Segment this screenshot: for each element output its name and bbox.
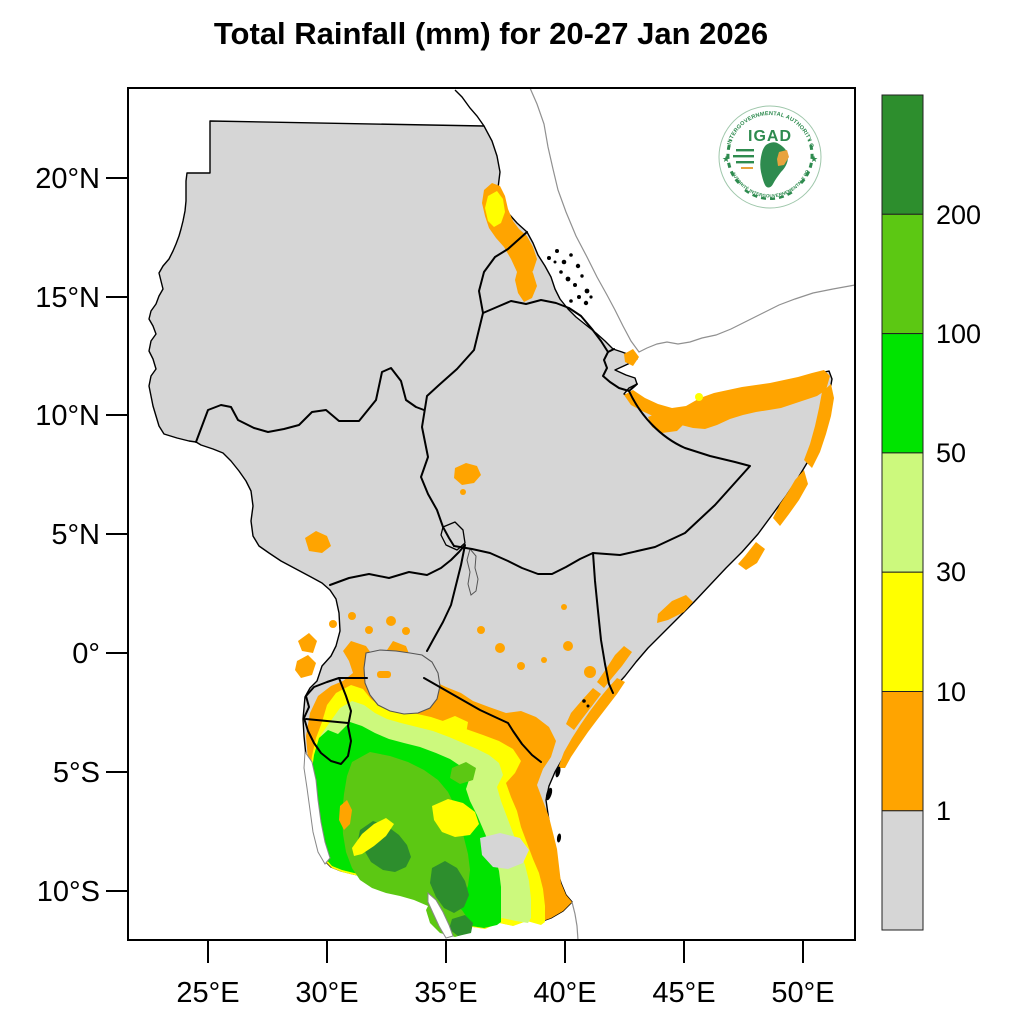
border-southsudan-uganda-kenya <box>329 544 466 652</box>
border-ilemi-triangle <box>440 521 466 551</box>
logo-laurel-wreath <box>726 139 814 200</box>
logo-africa-map <box>733 142 789 188</box>
border-rwanda-burundi <box>303 677 352 765</box>
lon-tick-labels: 25°E 30°E 35°E 40°E 45°E 50°E <box>176 977 834 1009</box>
colorbar-segment-over200 <box>881 94 924 215</box>
egypt-coastline <box>454 89 485 127</box>
lat-label: 5°S <box>53 757 100 789</box>
border-sudan-eritrea-ethiopia <box>420 231 528 547</box>
lon-label: 50°E <box>771 977 834 1009</box>
logo-org-name: IGAD <box>748 128 792 145</box>
map-frame: 20°N 15°N 10°N 5°N 0° 5°S 10°S 25°E 30°E… <box>35 87 856 1009</box>
country-borders <box>195 231 751 765</box>
border-sudan-southsudan <box>195 367 425 443</box>
colorbar: 200 100 50 30 10 1 <box>881 94 981 931</box>
foreign-coastlines <box>529 87 856 941</box>
colorbar-segment-under1 <box>881 810 924 931</box>
star-icon: ★ <box>810 154 818 164</box>
colorbar-segment-10-30 <box>881 571 924 693</box>
colorbar-label-1: 1 <box>936 796 951 826</box>
figure-title: Total Rainfall (mm) for 20-27 Jan 2026 <box>213 16 769 51</box>
lakes <box>303 547 479 939</box>
pemba-island <box>555 766 561 778</box>
lat-ticks <box>106 177 128 892</box>
colorbar-segment-1-10 <box>881 691 924 812</box>
lat-label: 15°N <box>35 282 100 314</box>
lon-label: 45°E <box>652 977 715 1009</box>
lon-label: 40°E <box>533 977 596 1009</box>
mafia-island <box>556 833 562 843</box>
border-djibouti <box>602 351 638 392</box>
colorbar-label-30: 30 <box>936 557 966 587</box>
lamu-speck <box>582 699 586 703</box>
lat-label: 10°S <box>37 876 100 908</box>
star-icon: ★ <box>722 154 730 164</box>
lat-label: 5°N <box>51 519 100 551</box>
lake-tanganyika <box>303 750 331 865</box>
lake-turkana <box>466 547 479 596</box>
lake-victoria <box>363 649 441 715</box>
lake-malawi <box>427 891 454 939</box>
colorbar-segment-50-100 <box>881 333 924 454</box>
colorbar-label-10: 10 <box>936 677 966 707</box>
islands <box>545 249 593 843</box>
lon-label: 30°E <box>295 977 358 1009</box>
colorbar-label-200: 200 <box>936 200 981 230</box>
zanzibar-island <box>545 787 553 801</box>
arabian-peninsula-coastline <box>529 87 856 353</box>
colorbar-label-50: 50 <box>936 438 966 468</box>
lake-victoria-rain-dash <box>377 671 391 678</box>
lat-tick-labels: 20°N 15°N 10°N 5°N 0° 5°S 10°S <box>35 163 100 908</box>
border-ethiopia-kenya <box>453 545 594 575</box>
colorbar-label-100: 100 <box>936 319 981 349</box>
lon-label: 35°E <box>414 977 477 1009</box>
border-ethiopia-somalia <box>592 390 751 694</box>
mozambique-coastline <box>571 901 579 941</box>
lon-label: 25°E <box>176 977 239 1009</box>
lat-label: 0° <box>72 638 100 670</box>
border-kenya-tanzania <box>423 677 542 763</box>
colorbar-segment-100-200 <box>881 213 924 335</box>
lon-ticks <box>207 940 804 963</box>
rain-interior-accents <box>339 799 529 869</box>
logo-igad-region <box>777 150 789 166</box>
lat-label: 10°N <box>35 400 100 432</box>
colorbar-segment-30-50 <box>881 452 924 573</box>
lat-label: 20°N <box>35 163 100 195</box>
dahlak-archipelago-specks <box>547 249 593 306</box>
border-eritrea-ethiopia <box>482 299 615 353</box>
